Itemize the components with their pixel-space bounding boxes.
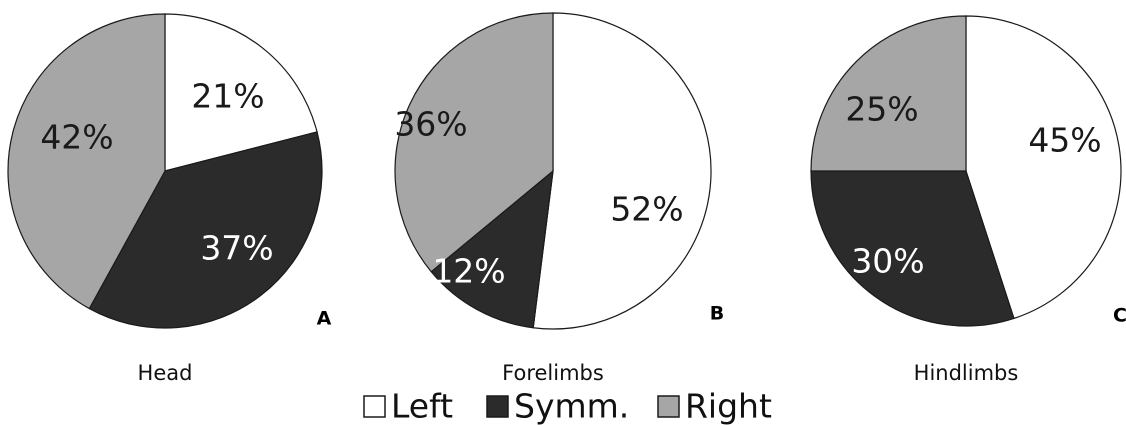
pie-chart-hindlimbs: 45% 30% 25% C Hindlimbs [810,15,1126,385]
chart-caption: Head [138,361,193,385]
chart-caption: Forelimbs [502,361,604,385]
slice-label: 36% [394,105,467,144]
pie-slice-symm [88,131,323,329]
slice-label: 37% [200,229,273,268]
legend-label: Left [391,387,453,425]
pie-chart-forelimbs: 52% 12% 36% B Forelimbs [394,12,724,385]
legend-label: Symm. [514,387,629,425]
slice-label: 52% [610,190,683,229]
legend-swatch [657,395,680,418]
panel-letter: C [1113,305,1126,327]
pie-slice-left [532,12,712,330]
slice-label: 25% [845,90,918,129]
slice-label: 21% [191,77,264,116]
pie-slice-right [7,13,166,310]
slice-label: 42% [40,118,113,157]
slice-label: 12% [432,252,505,291]
pie-slice-right [394,12,554,273]
pie-slice-right [810,15,967,172]
pie-charts: 21% 37% 42% A Head 52% 12% 36% B Forelimbs 45% 30% 2… [7,12,1126,385]
legend-item-symm: Symm. [486,387,629,425]
legend-swatch [363,395,386,418]
panel-letter: A [317,308,332,330]
legend-label: Right [685,387,772,425]
legend: Left Symm. Right [363,387,772,425]
slice-label: 45% [1028,121,1101,160]
pie-slice-left [965,15,1122,320]
legend-item-right: Right [657,387,772,425]
pie-slice-symm [810,170,1015,327]
chart-caption: Hindlimbs [914,361,1019,385]
pie-chart-head: 21% 37% 42% A Head [7,13,332,385]
slice-label: 30% [851,242,924,281]
pie-slice-left [164,13,318,172]
pie-slice-symm [430,169,554,329]
legend-item-left: Left [363,387,453,425]
panel-letter: B [710,303,724,325]
legend-swatch [486,395,509,418]
